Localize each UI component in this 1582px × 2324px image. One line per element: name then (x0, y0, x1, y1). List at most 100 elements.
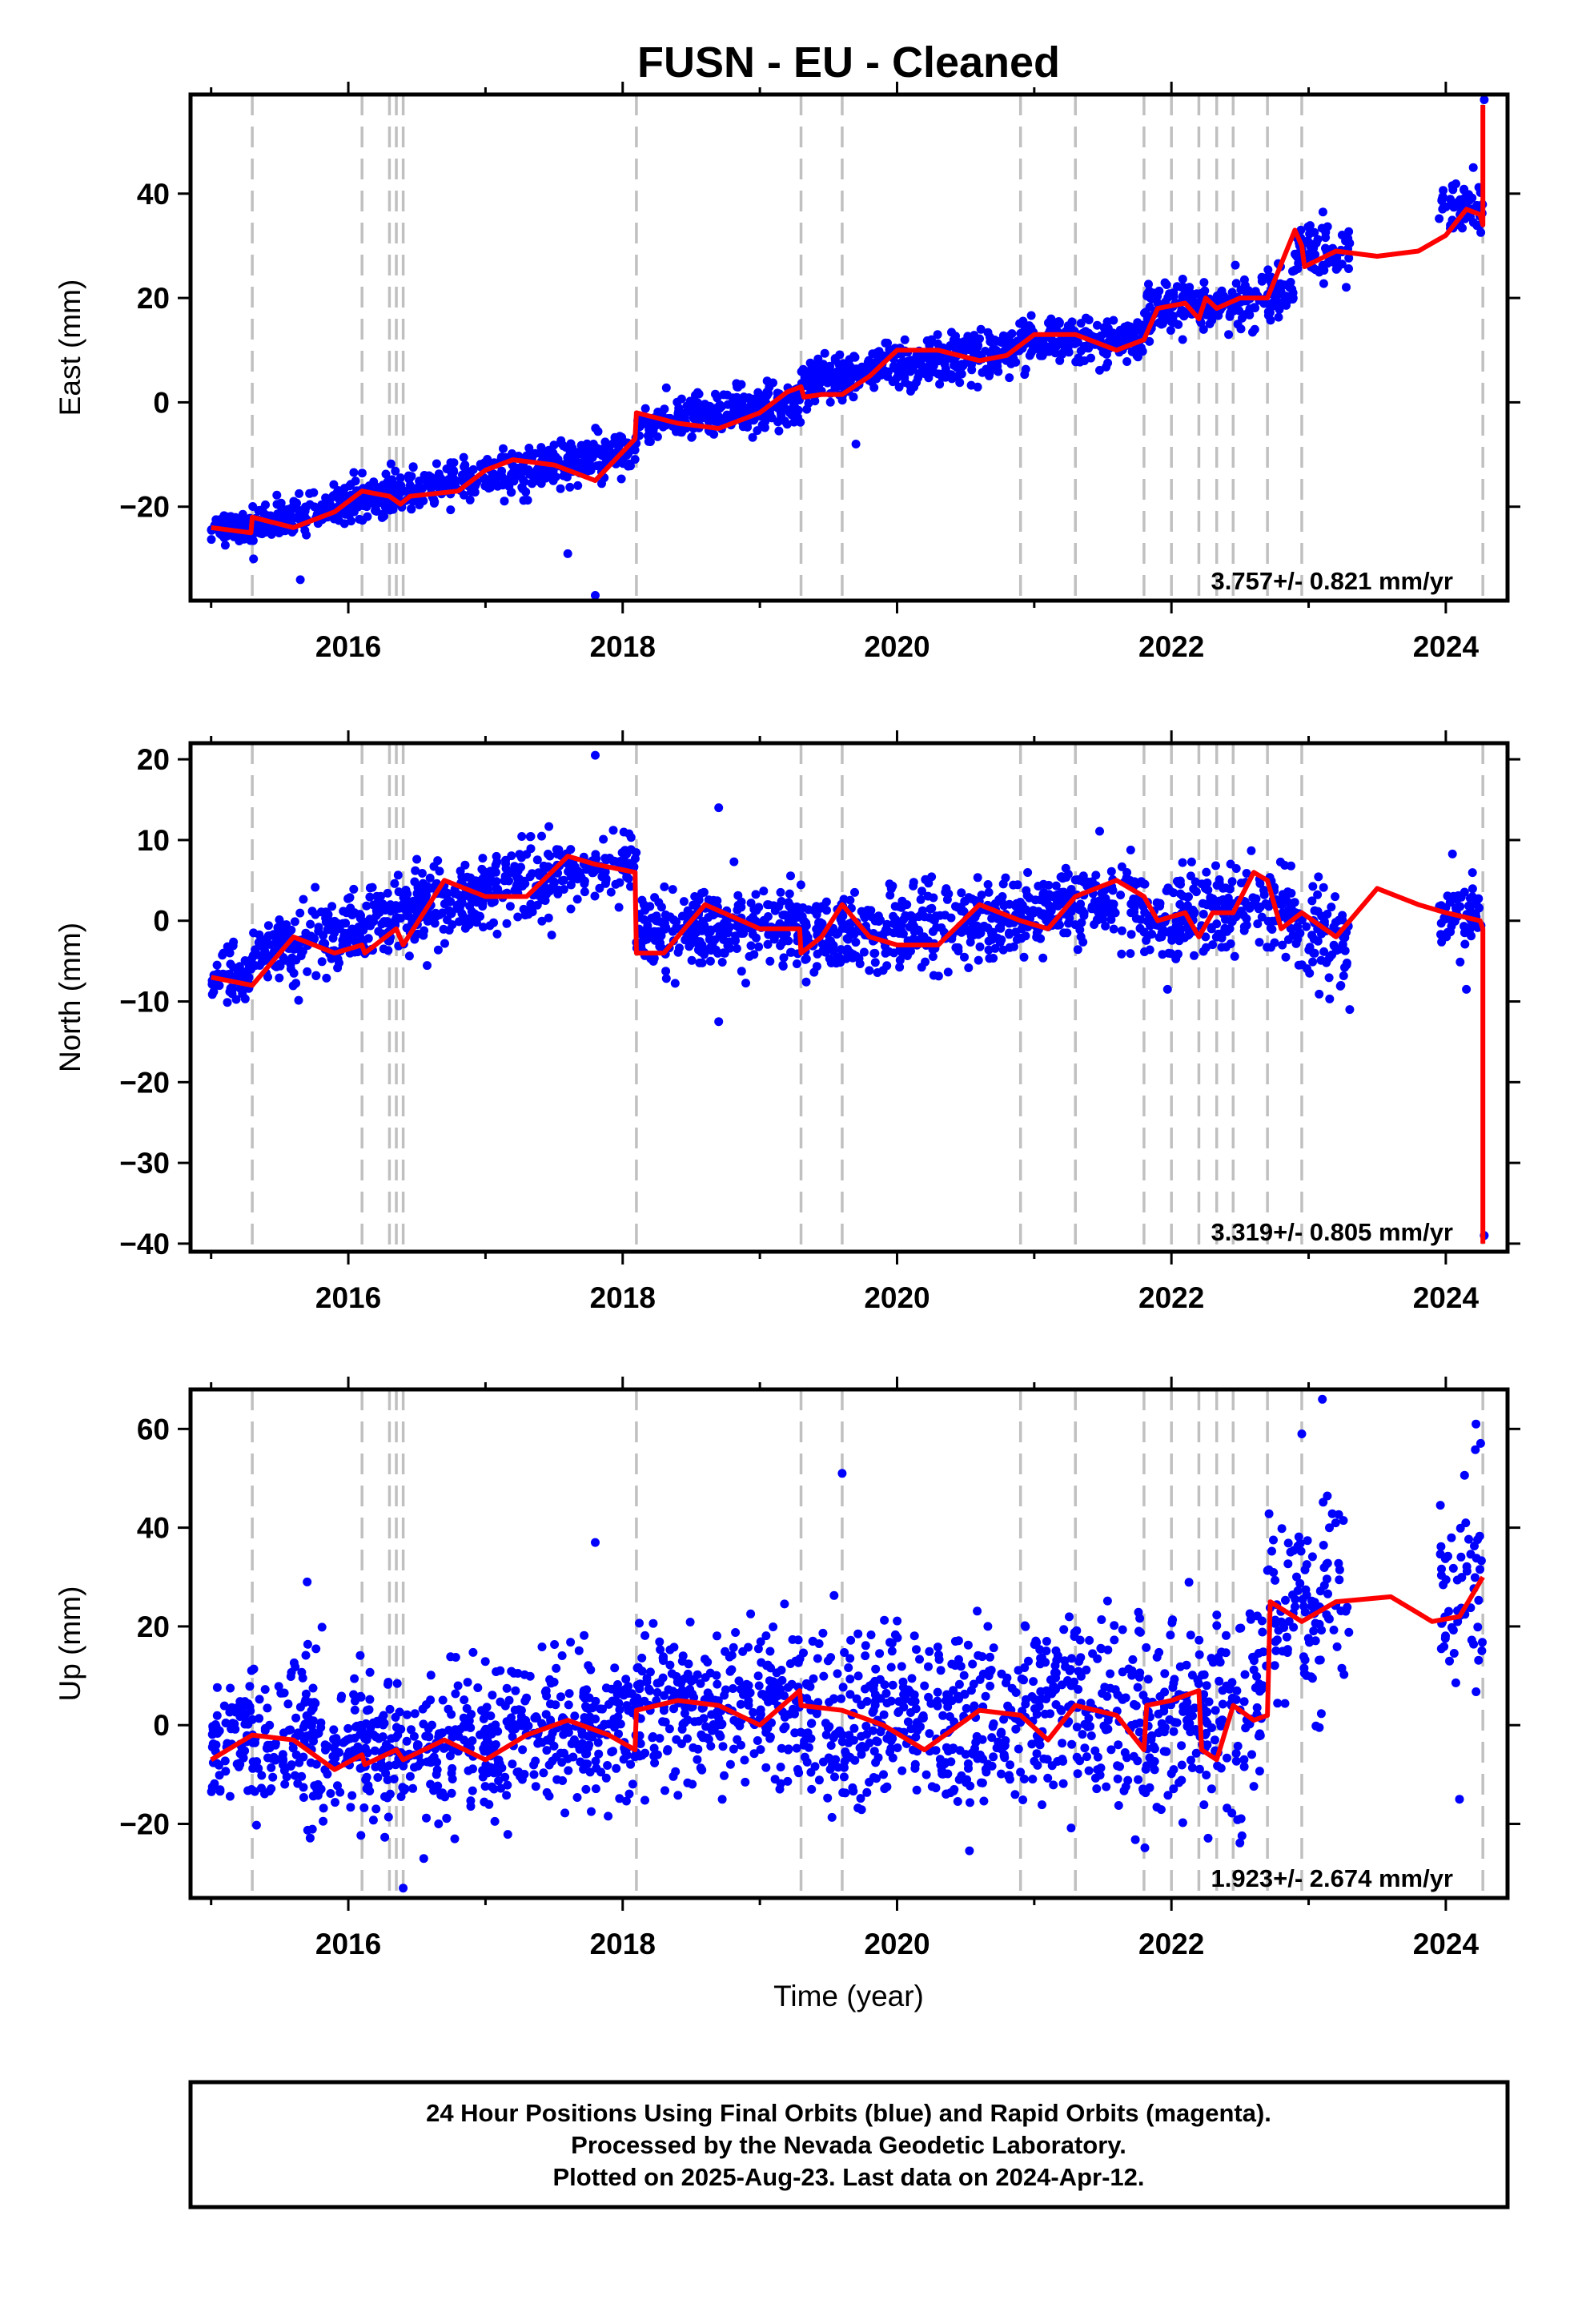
up-data-point (339, 1738, 348, 1747)
north-data-point (327, 902, 337, 911)
east-data-point (1026, 311, 1036, 320)
north-data-point (1182, 901, 1192, 911)
up-data-point (635, 1679, 644, 1689)
east-data-point (471, 481, 480, 491)
up-data-point (402, 1736, 412, 1746)
up-data-point (718, 1742, 728, 1751)
up-data-point (699, 1714, 709, 1723)
up-data-point (488, 1782, 496, 1791)
east-data-point (1191, 298, 1200, 308)
north-data-point (513, 879, 523, 888)
north-data-point (1217, 933, 1227, 943)
up-data-point (243, 1786, 253, 1795)
north-data-point (393, 870, 403, 880)
east-data-point (576, 440, 586, 450)
up-data-point (564, 1689, 574, 1699)
north-data-point (1109, 924, 1118, 934)
up-data-point (337, 1691, 347, 1701)
up-data-point (303, 1639, 312, 1649)
up-data-point (530, 1713, 540, 1723)
north-data-point (1221, 883, 1231, 893)
up-data-point (287, 1667, 296, 1677)
north-data-point (1302, 922, 1311, 931)
east-data-point (966, 333, 974, 343)
up-data-point (279, 1766, 289, 1775)
north-data-point (626, 882, 635, 891)
east-data-point (862, 364, 872, 373)
up-data-point (552, 1663, 561, 1673)
north-data-point (207, 990, 217, 999)
up-data-point (468, 1786, 477, 1795)
north-data-point (1436, 919, 1446, 928)
north-data-point (1140, 947, 1149, 956)
east-data-point (278, 526, 287, 536)
north-data-point (1226, 939, 1235, 948)
east-data-point (1458, 199, 1468, 209)
east-data-point (1093, 320, 1102, 330)
north-data-point (891, 915, 901, 924)
up-data-point (591, 1715, 600, 1723)
east-data-point (530, 448, 540, 458)
north-data-point (775, 919, 785, 928)
north-data-point (812, 962, 821, 971)
up-data-point (721, 1685, 730, 1695)
east-data-point (753, 426, 762, 436)
east-data-point (604, 441, 614, 451)
north-x-tick-label: 2024 (1413, 1281, 1480, 1314)
up-data-point (478, 1766, 488, 1775)
up-data-point (255, 1714, 264, 1723)
up-data-point (770, 1775, 780, 1784)
north-data-point (390, 879, 400, 888)
north-data-point (233, 965, 243, 975)
north-data-point (547, 931, 556, 940)
east-data-point (687, 404, 697, 413)
east-data-point (657, 408, 667, 417)
up-data-point (624, 1789, 634, 1799)
up-data-point (231, 1724, 240, 1734)
north-data-point (232, 971, 241, 981)
north-data-point (1315, 989, 1324, 999)
east-data-point (217, 515, 226, 525)
north-data-point (311, 883, 320, 892)
east-data-point (1160, 278, 1170, 287)
up-data-point (374, 1734, 383, 1743)
north-data-point (976, 925, 986, 934)
north-data-point (723, 941, 733, 951)
east-data-point (1344, 253, 1354, 263)
north-data-point (930, 915, 939, 925)
up-data-point (464, 1766, 473, 1775)
up-data-point (584, 1661, 593, 1671)
north-data-point (1065, 914, 1074, 923)
up-data-point (717, 1795, 727, 1804)
east-data-point (1275, 305, 1284, 314)
north-data-point (996, 923, 1006, 933)
up-data-point (268, 1772, 278, 1782)
east-data-point (381, 469, 391, 479)
east-data-point (776, 408, 785, 418)
north-data-point (600, 854, 610, 863)
up-data-point (753, 1671, 763, 1681)
up-data-point (490, 1816, 500, 1826)
east-data-point (762, 391, 772, 400)
east-data-point (1231, 279, 1241, 288)
east-data-point (391, 466, 400, 476)
north-data-point (1019, 952, 1029, 962)
north-data-point (420, 926, 429, 935)
north-data-point (1171, 954, 1181, 963)
up-data-point (583, 1759, 592, 1769)
up-data-point (473, 1683, 483, 1692)
east-data-point (1468, 193, 1477, 203)
east-data-point (894, 364, 904, 374)
up-data-point (208, 1739, 218, 1748)
north-data-point (416, 893, 426, 903)
north-data-point (1061, 863, 1070, 873)
east-data-point (626, 461, 635, 471)
up-data-point (410, 1709, 420, 1719)
north-data-point (611, 879, 620, 889)
north-data-point (917, 906, 927, 915)
east-data-point (430, 497, 440, 507)
up-data-point (529, 1770, 539, 1779)
north-data-point (959, 907, 969, 916)
north-data-point (492, 929, 502, 939)
north-data-point (516, 862, 525, 872)
